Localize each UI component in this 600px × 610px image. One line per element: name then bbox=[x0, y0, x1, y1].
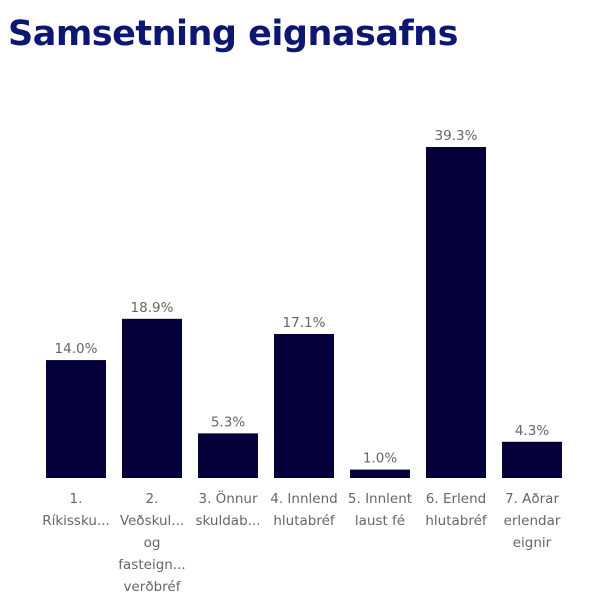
bar[interactable] bbox=[46, 360, 106, 478]
bar[interactable] bbox=[122, 318, 182, 478]
bar[interactable] bbox=[274, 333, 334, 478]
category-label: 7. Aðrar erlendar eignir bbox=[504, 491, 561, 551]
category-label: 5. Innlent laust fé bbox=[348, 491, 412, 529]
chart-title: Samsetning eignasafns bbox=[8, 14, 458, 54]
category-label: 6. Erlend hlutabréf bbox=[425, 491, 488, 529]
bar[interactable] bbox=[426, 147, 486, 478]
data-label: 18.9% bbox=[131, 300, 174, 316]
category-label: 2. Veðskul... og fasteign... verðbréf bbox=[118, 491, 185, 595]
data-label: 5.3% bbox=[211, 414, 245, 430]
bar[interactable] bbox=[502, 441, 562, 478]
bar[interactable] bbox=[350, 469, 410, 478]
data-label: 39.3% bbox=[435, 128, 478, 144]
data-label: 1.0% bbox=[363, 451, 397, 467]
bar[interactable] bbox=[198, 433, 258, 478]
data-label: 17.1% bbox=[283, 315, 326, 331]
category-label: 3. Önnur skuldab... bbox=[195, 489, 260, 529]
data-label: 14.0% bbox=[55, 341, 98, 357]
category-label: 1. Ríkissku... bbox=[42, 491, 110, 529]
category-label: 4. Innlend hlutabréf bbox=[270, 491, 337, 529]
data-label: 4.3% bbox=[515, 423, 549, 439]
